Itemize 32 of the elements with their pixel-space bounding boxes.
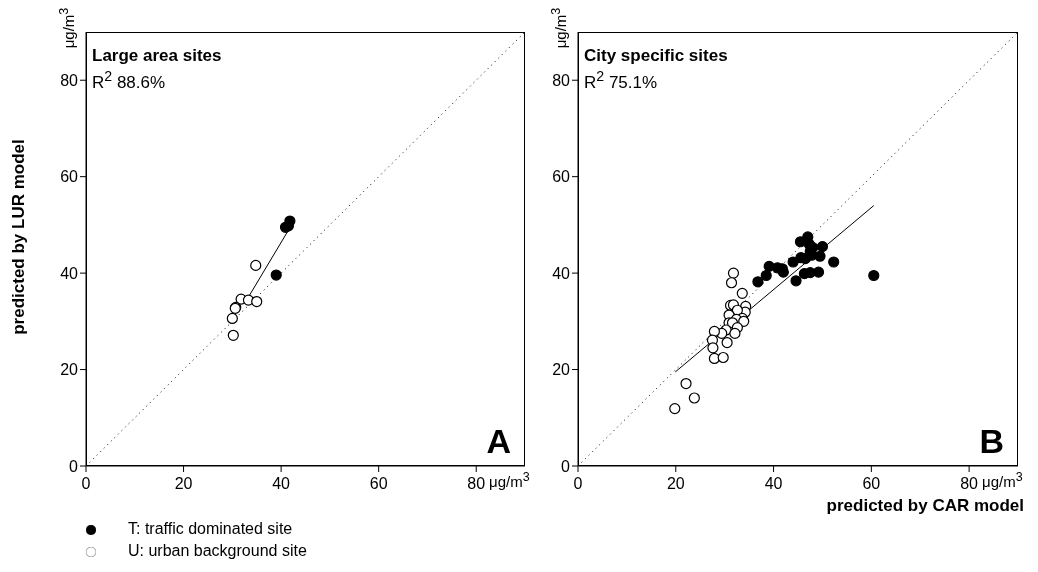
y-tick-label: 0	[561, 457, 571, 475]
x-tick-label: 40	[764, 475, 783, 493]
x-tick-label: 80	[467, 475, 486, 493]
y-tick-label: 40	[60, 264, 79, 282]
y-tick-label: 20	[60, 361, 79, 379]
x-tick-label: 0	[81, 475, 91, 493]
annotation: A	[486, 422, 511, 460]
y-tick-label: 0	[69, 457, 79, 475]
annotation: R$^{2}$ 75.1%	[584, 68, 658, 92]
x-tick-label: 80	[960, 475, 979, 493]
y-tick-label: 80	[60, 71, 79, 89]
x-tick-label: 0	[573, 475, 583, 493]
y-tick-label: 40	[552, 264, 571, 282]
x-tick-label: 60	[862, 475, 881, 493]
x-tick-label: 60	[369, 475, 388, 493]
y-tick-label: 20	[552, 361, 571, 379]
x-axis-title: predicted by CAR model	[826, 496, 1024, 515]
x-tick-label: 20	[174, 475, 193, 493]
text: μg/m$^{3}$	[489, 470, 530, 490]
text: Large area sites	[92, 46, 222, 65]
x-tick-label: 40	[272, 475, 291, 493]
legend-label: U: urban background site	[128, 542, 307, 559]
legend-label: T: traffic dominated site	[128, 520, 293, 537]
y-tick-label: 60	[552, 168, 571, 186]
text: City specific sites	[584, 46, 728, 65]
y-axis-title: predicted by LUR model	[9, 139, 29, 335]
annotation: R$^{2}$ 88.6%	[92, 68, 166, 92]
annotation: B	[979, 422, 1004, 460]
y-tick-label: 80	[552, 71, 571, 89]
y-tick-label: 60	[60, 168, 79, 186]
text: μg/m$^{3}$	[982, 470, 1023, 490]
x-tick-label: 20	[666, 475, 685, 493]
